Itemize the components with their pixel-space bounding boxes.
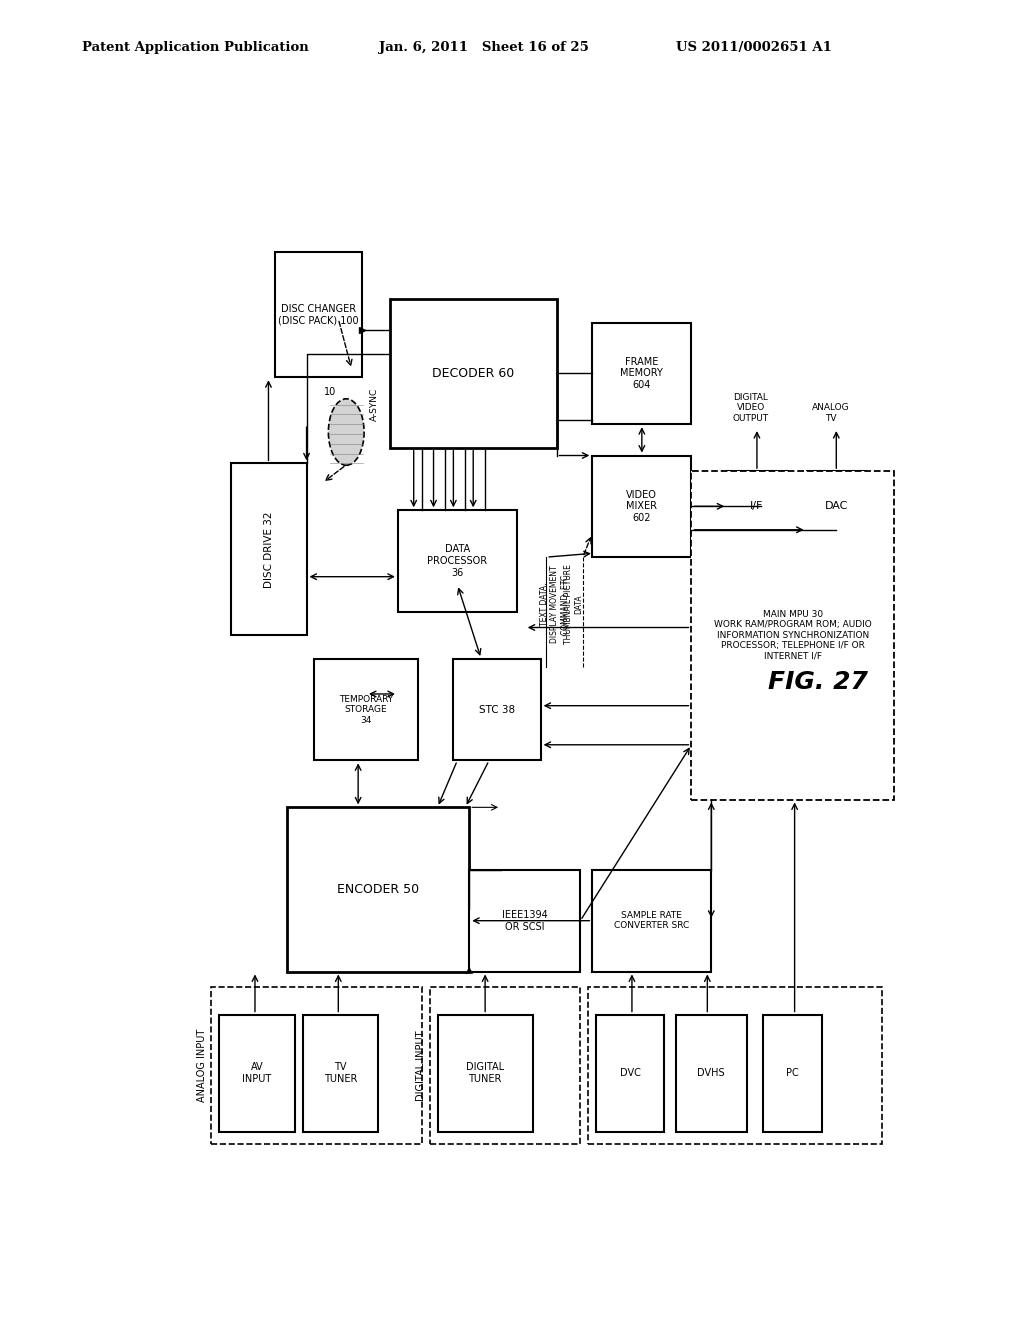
Text: FRAME
MEMORY
604: FRAME MEMORY 604	[621, 356, 664, 389]
Bar	[592, 870, 712, 972]
Text: PC: PC	[786, 1068, 799, 1078]
Bar	[691, 471, 894, 800]
Text: SAMPLE RATE
CONVERTER SRC: SAMPLE RATE CONVERTER SRC	[614, 911, 689, 931]
Text: VIDEO
MIXER
602: VIDEO MIXER 602	[627, 490, 657, 523]
Text: DATA
PROCESSOR
36: DATA PROCESSOR 36	[427, 544, 487, 578]
Text: IEEE1394
OR SCSI: IEEE1394 OR SCSI	[502, 909, 548, 932]
Ellipse shape	[329, 399, 365, 465]
Bar	[390, 300, 557, 447]
Bar	[211, 987, 422, 1143]
Text: US 2011/0002651 A1: US 2011/0002651 A1	[676, 41, 831, 54]
Text: DVC: DVC	[620, 1068, 640, 1078]
Bar	[763, 1015, 822, 1131]
Bar	[592, 322, 691, 424]
Text: DIGITAL INPUT: DIGITAL INPUT	[416, 1030, 426, 1101]
Text: DIGITAL
VIDEO
OUTPUT: DIGITAL VIDEO OUTPUT	[733, 393, 769, 422]
Text: FIG. 27: FIG. 27	[768, 671, 868, 694]
Text: DAC: DAC	[824, 502, 848, 511]
Text: TV
TUNER: TV TUNER	[324, 1063, 357, 1084]
Text: ANALOG INPUT: ANALOG INPUT	[198, 1028, 207, 1102]
Bar	[430, 987, 581, 1143]
Bar	[676, 1015, 748, 1131]
Bar	[807, 471, 866, 541]
Bar	[303, 1015, 378, 1131]
Text: DISC CHANGER
(DISC PACK) 100: DISC CHANGER (DISC PACK) 100	[279, 304, 358, 326]
Text: I/F: I/F	[751, 502, 764, 511]
Text: ENCODER 50: ENCODER 50	[337, 883, 419, 896]
Bar	[287, 808, 469, 972]
Bar	[314, 659, 418, 760]
Text: DIGITAL
TUNER: DIGITAL TUNER	[466, 1063, 504, 1084]
Bar	[592, 455, 691, 557]
Text: DISC DRIVE 32: DISC DRIVE 32	[264, 511, 273, 587]
Text: MAIN MPU 30
WORK RAM/PROGRAM ROM; AUDIO
INFORMATION SYNCHRONIZATION
PROCESSOR; T: MAIN MPU 30 WORK RAM/PROGRAM ROM; AUDIO …	[714, 610, 871, 660]
Text: A-SYNC: A-SYNC	[370, 388, 379, 421]
Bar	[454, 659, 541, 760]
Bar	[588, 987, 882, 1143]
Text: DECODER 60: DECODER 60	[432, 367, 514, 380]
Bar	[231, 463, 306, 635]
Bar	[274, 252, 362, 378]
Bar	[469, 870, 581, 972]
Text: 10: 10	[325, 387, 337, 397]
Bar	[397, 511, 517, 612]
Bar	[727, 471, 786, 541]
Text: DVHS: DVHS	[697, 1068, 725, 1078]
Text: Patent Application Publication: Patent Application Publication	[82, 41, 308, 54]
Bar	[437, 1015, 532, 1131]
Text: STC 38: STC 38	[479, 705, 515, 714]
Text: TEMPORARY
STORAGE
34: TEMPORARY STORAGE 34	[339, 694, 393, 725]
Bar	[219, 1015, 295, 1131]
Text: AV
INPUT: AV INPUT	[243, 1063, 271, 1084]
Text: TEXT DATA,
DISPLAY MOVEMENT
COMMAND, ETC.: TEXT DATA, DISPLAY MOVEMENT COMMAND, ETC…	[540, 565, 570, 643]
Text: ANALOG
TV: ANALOG TV	[812, 404, 849, 422]
Text: THUMBNAIL PICTURE
DATA: THUMBNAIL PICTURE DATA	[564, 564, 584, 644]
Bar	[596, 1015, 664, 1131]
Text: Jan. 6, 2011   Sheet 16 of 25: Jan. 6, 2011 Sheet 16 of 25	[379, 41, 589, 54]
